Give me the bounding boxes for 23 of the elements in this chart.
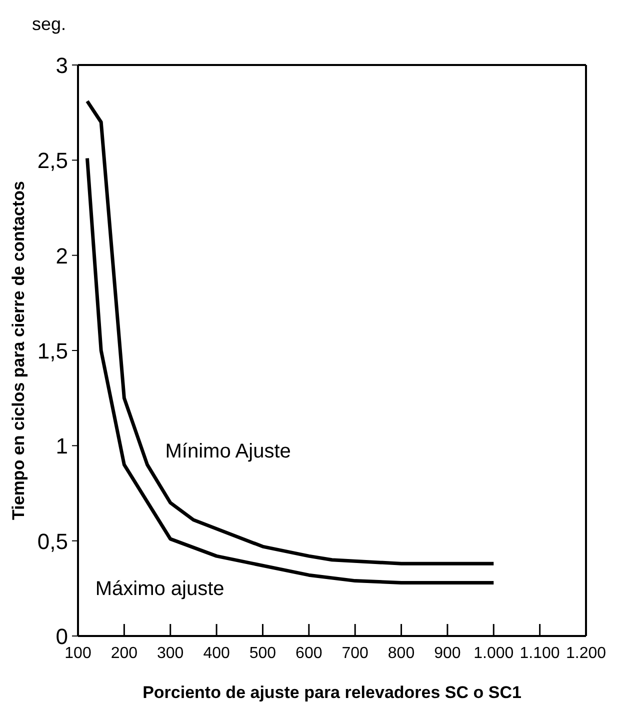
series-label: Mínimo Ajuste bbox=[165, 440, 291, 463]
text: seg. bbox=[32, 14, 66, 35]
x-tick-label: 200 bbox=[110, 645, 138, 662]
line-series bbox=[85, 99, 496, 566]
x-tick-label: 300 bbox=[157, 645, 184, 662]
series-label: Máximo ajuste bbox=[95, 578, 224, 600]
x-tick-label: 1.200 bbox=[566, 645, 606, 662]
x-tick-label: 800 bbox=[388, 645, 415, 662]
y-tick-label: 0,5 bbox=[37, 528, 68, 554]
x-tick-label: 500 bbox=[249, 645, 276, 662]
x-tick-label: 1.000 bbox=[474, 645, 514, 662]
x-tick-label: 1.100 bbox=[520, 645, 560, 662]
y-axis-title: Tiempo en ciclos para cierre de contactos bbox=[9, 181, 28, 520]
x-axis-title: Porciento de ajuste para relevadores SC o SC1 bbox=[142, 683, 522, 702]
y-tick-label: 1,5 bbox=[37, 338, 68, 364]
x-tick-label: 700 bbox=[342, 645, 369, 662]
x-tick-label: 600 bbox=[296, 645, 322, 662]
y-tick-label: 2 bbox=[56, 243, 68, 268]
x-tick-label: 400 bbox=[203, 645, 230, 662]
y-tick-label: 3 bbox=[56, 53, 68, 78]
x-tick-label: 900 bbox=[434, 645, 461, 662]
y-tick-label: 2,5 bbox=[37, 148, 68, 174]
y-tick-label: 1 bbox=[56, 434, 68, 459]
